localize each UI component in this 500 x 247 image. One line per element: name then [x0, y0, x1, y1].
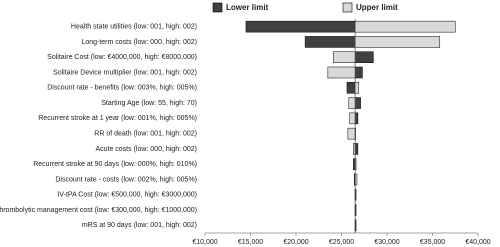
bar — [354, 66, 363, 79]
x-tick-label: €25,000 — [329, 239, 354, 246]
bar — [354, 97, 361, 109]
legend-swatch — [342, 2, 353, 13]
bar — [348, 97, 356, 109]
bar — [354, 20, 456, 33]
bar — [354, 143, 359, 155]
bar — [327, 66, 356, 79]
category-label: Acute costs (low: 000, high: 002) — [95, 146, 197, 153]
category-label: Long-term costs (low: 000, high: 002) — [81, 39, 197, 46]
bar — [354, 112, 359, 125]
category-label: Starting Age (low: 55, high: 70) — [101, 100, 197, 107]
bar — [349, 112, 356, 125]
bar — [245, 20, 356, 33]
x-tick-label: €20,000 — [283, 239, 308, 246]
category-label: mRS at 90 days (low: 001, high: 002) — [82, 222, 197, 229]
category-label: Health state utilities (low: 001, high: … — [71, 23, 197, 30]
bar — [333, 51, 356, 63]
category-label: IV-tPA Cost (low: €500,000, high: €3000,… — [57, 192, 197, 199]
category-label: Discount rate - benefits (low: 003%, hig… — [47, 85, 197, 92]
bar — [354, 82, 360, 94]
bar — [347, 127, 356, 140]
category-label: Discount rate - costs (low: 002%, high: … — [55, 176, 197, 183]
category-label: RR of death (low: 001, high: 002) — [94, 130, 197, 137]
legend-swatch — [212, 2, 223, 13]
category-label: Solitaire Device multiplier (low: 001, h… — [53, 69, 197, 76]
x-tick-label: €40,000 — [465, 239, 490, 246]
legend-label: Lower limit — [226, 3, 269, 12]
category-label: Recurrent stroke at 1 year (low: 001%, h… — [38, 115, 197, 122]
bar — [354, 51, 374, 63]
legend-label: Upper limit — [356, 3, 398, 12]
bar — [304, 36, 356, 48]
bar — [346, 82, 356, 94]
category-label: Recurrent stroke at 90 days (low: 000%, … — [33, 161, 197, 168]
x-tick-label: €30,000 — [374, 239, 399, 246]
category-label: Solitaire Cost (low: €4000,000, high: €8… — [47, 54, 197, 61]
x-tick-label: €10,000 — [192, 239, 217, 246]
x-tick-label: €15,000 — [238, 239, 263, 246]
bar — [354, 36, 441, 48]
x-tick-label: €35,000 — [420, 239, 445, 246]
category-label: Non-thrombolytic management cost (low: €… — [0, 207, 197, 214]
